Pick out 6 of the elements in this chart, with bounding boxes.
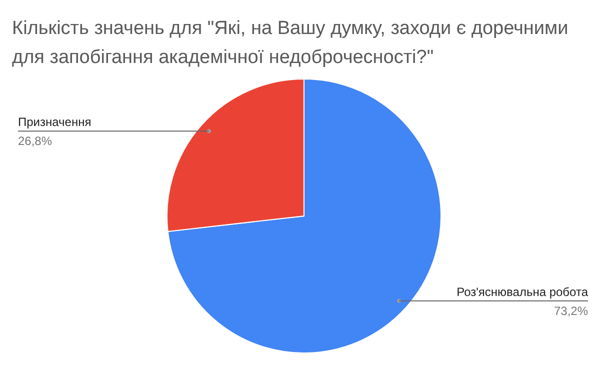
- chart-title: Кількість значень для "Які, на Вашу думку, заходи є доречними для запобігання академічної недоброчесності?": [11, 17, 570, 70]
- pie-slice: [167, 78, 442, 354]
- data-label: 26,8%: [18, 134, 52, 148]
- data-label: 73,2%: [554, 304, 588, 318]
- slice-label: Роз'яснювальна робота: [456, 284, 588, 299]
- slice-label: Призначення: [18, 115, 92, 130]
